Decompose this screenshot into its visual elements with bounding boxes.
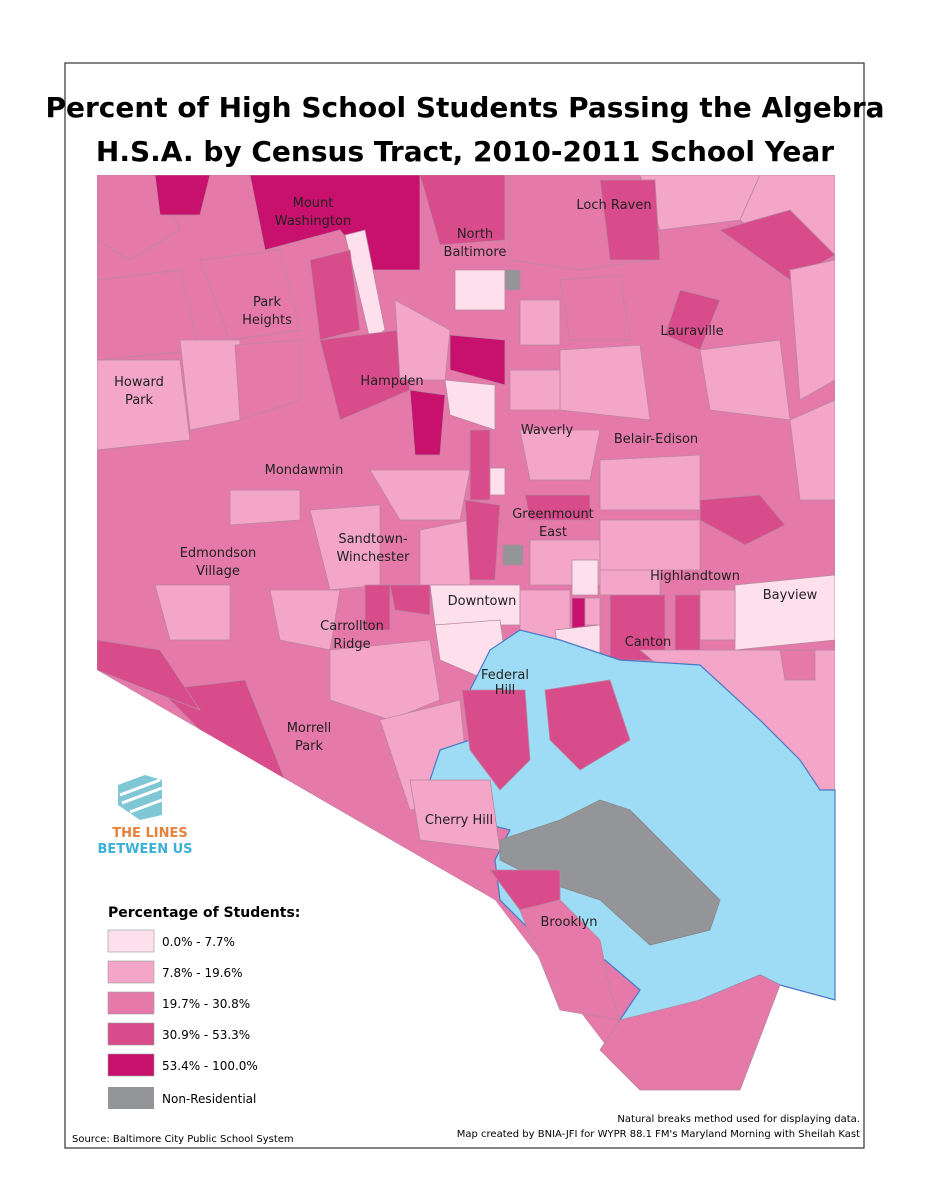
title-line: Percent of High School Students Passing … (45, 91, 884, 124)
legend-label: 53.4% - 100.0% (162, 1059, 258, 1073)
place-label: Hampden (360, 374, 423, 389)
place-label: Belair-Edison (614, 432, 698, 447)
place-label: Greenmount (512, 507, 594, 522)
legend-label: 30.9% - 53.3% (162, 1028, 250, 1042)
legend-label: Non-Residential (162, 1092, 256, 1106)
place-label: Howard (114, 375, 164, 390)
logo-text: THE LINES (112, 826, 187, 841)
place-label: Mondawmin (265, 463, 344, 478)
title-line: H.S.A. by Census Tract, 2010-2011 School… (96, 135, 834, 168)
place-label: East (539, 525, 567, 540)
place-label: Park (125, 393, 154, 408)
place-label: Edmondson (180, 546, 257, 561)
place-label: Brooklyn (541, 915, 598, 930)
place-label: Village (196, 564, 240, 579)
place-label: Canton (625, 635, 672, 650)
note: Map created by BNIA-JFI for WYPR 88.1 FM… (457, 1129, 860, 1140)
place-label: Loch Raven (576, 198, 651, 213)
place-label: Sandtown- (338, 532, 408, 547)
legend-swatch (107, 929, 155, 953)
legend-label: 7.8% - 19.6% (162, 966, 243, 980)
legend-swatch (107, 1022, 155, 1046)
logo: THE LINES BETWEEN US (97, 775, 193, 857)
source: Source: Baltimore City Public School Sys… (72, 1134, 294, 1145)
legend-label: 0.0% - 7.7% (162, 935, 235, 949)
place-label: Waverly (521, 423, 574, 438)
logo-text: BETWEEN US (97, 842, 192, 857)
place-label: Highlandtown (650, 569, 740, 584)
note: Natural breaks method used for displayin… (617, 1114, 860, 1125)
place-label: Park (253, 295, 282, 310)
place-label: Park (295, 739, 324, 754)
place-label: Federal (481, 668, 529, 683)
water-and-land (409, 629, 836, 1091)
place-label: Ridge (333, 637, 370, 652)
neighborhood-labels: Mount Washington North Baltimore Loch Ra… (114, 196, 817, 930)
legend-title: Percentage of Students: (108, 905, 300, 921)
place-label: Winchester (336, 550, 410, 565)
legend-swatch (107, 960, 155, 984)
place-label: Downtown (448, 594, 517, 609)
place-label: Washington (275, 214, 351, 229)
place-label: Bayview (763, 588, 818, 603)
place-label: Hill (495, 683, 516, 698)
legend-swatch (107, 991, 155, 1015)
legend-swatch (107, 1053, 155, 1077)
place-label: North (457, 227, 493, 242)
place-label: Cherry Hill (425, 813, 493, 828)
legend: 0.0% - 7.7% 7.8% - 19.6% 19.7% - 30.8% 30.9… (107, 929, 258, 1109)
legend-label: 19.7% - 30.8% (162, 997, 250, 1011)
place-label: Heights (242, 313, 292, 328)
place-label: Mount (293, 196, 334, 211)
place-label: Morrell (287, 721, 332, 736)
place-label: Baltimore (444, 245, 507, 260)
place-label: Carrollton (320, 619, 384, 634)
place-label: Lauraville (660, 324, 723, 339)
legend-swatch (108, 1087, 154, 1109)
